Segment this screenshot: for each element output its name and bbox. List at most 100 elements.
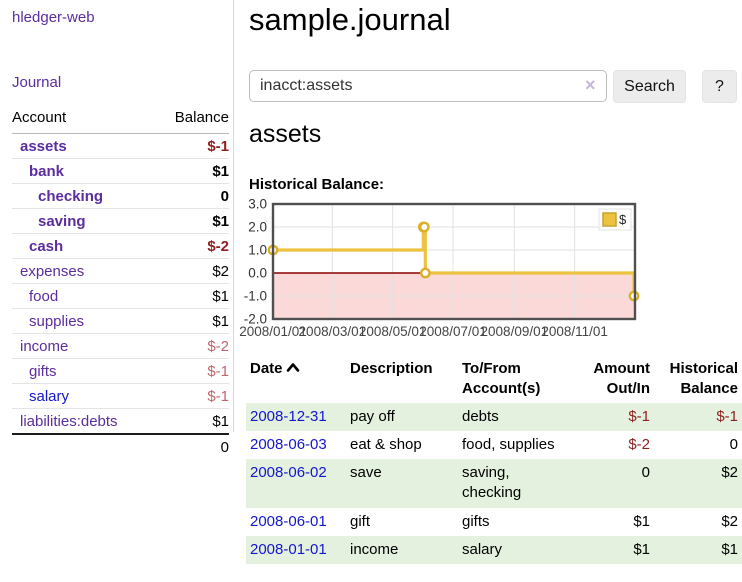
sidebar-account-salary[interactable]: salary xyxy=(29,387,70,405)
account-row: checking 0 xyxy=(12,183,229,209)
transaction-amount: 0 xyxy=(641,464,650,481)
page-title: sample.journal xyxy=(249,2,451,37)
account-balance: $1 xyxy=(155,208,229,234)
transaction-accounts: saving, checking xyxy=(462,464,522,502)
svg-text:2008/09/01: 2008/09/01 xyxy=(481,324,549,339)
transaction-date-link[interactable]: 2008-06-01 xyxy=(250,512,327,530)
svg-text:3.0: 3.0 xyxy=(248,197,267,212)
accounts-table: Account Balance assets $-1 bank $1 checking 0… xyxy=(12,105,229,460)
transaction-date-link[interactable]: 2008-01-01 xyxy=(250,540,327,558)
transaction-balance: $2 xyxy=(721,512,738,530)
register-header-balance: Historical Balance xyxy=(669,360,738,398)
transaction-description: save xyxy=(350,464,382,481)
svg-text:2008/01/01: 2008/01/01 xyxy=(239,324,307,339)
chart-label: Historical Balance: xyxy=(249,176,385,193)
sidebar-account-food[interactable]: food xyxy=(29,287,59,305)
account-row: expenses $2 xyxy=(12,258,229,284)
account-balance: $-1 xyxy=(155,133,229,159)
sidebar-account-supplies[interactable]: supplies xyxy=(29,312,85,330)
transaction-date-link[interactable]: 2008-06-03 xyxy=(250,435,327,453)
app-brand-link[interactable]: hledger-web xyxy=(12,9,95,26)
transaction-accounts: food, supplies xyxy=(462,435,555,453)
register-table: Date Description To/From Account(s) Amou… xyxy=(246,356,742,564)
sidebar-account-saving[interactable]: saving xyxy=(38,212,86,230)
svg-text:2008/05/01: 2008/05/01 xyxy=(359,324,427,339)
transaction-balance: $-1 xyxy=(716,407,738,425)
transaction-amount: $1 xyxy=(633,540,650,558)
sidebar-account-cash[interactable]: cash xyxy=(29,237,64,255)
account-row: supplies $1 xyxy=(12,308,229,334)
transaction-accounts: salary xyxy=(462,540,503,558)
accounts-header-account: Account xyxy=(12,105,156,134)
transaction-accounts: debts xyxy=(462,407,499,425)
sidebar-account-expenses[interactable]: expenses xyxy=(20,262,85,280)
search-button[interactable]: Search xyxy=(613,70,686,103)
account-title: assets xyxy=(249,120,322,148)
transaction-amount: $1 xyxy=(633,512,650,530)
svg-text:-1.0: -1.0 xyxy=(244,289,267,304)
account-balance: $1 xyxy=(155,158,229,184)
transaction-accounts: gifts xyxy=(462,512,490,530)
transaction-balance: 0 xyxy=(729,435,738,453)
sidebar-divider xyxy=(233,0,234,432)
transaction-date-link[interactable]: 2008-12-31 xyxy=(250,407,327,425)
balance-chart: 3.0 2.0 1.0 0.0 -1.0 -2.0 2008/01/01 2008/03/01… xyxy=(239,197,742,353)
transaction-description: pay off xyxy=(350,407,395,425)
account-balance: $-1 xyxy=(155,383,229,409)
account-balance: $-2 xyxy=(155,233,229,259)
main-content: sample.journal × Search ? assets Histori… xyxy=(239,0,742,582)
account-balance: $1 xyxy=(155,408,229,435)
transaction-description: gift xyxy=(350,512,371,530)
svg-text:$: $ xyxy=(619,212,627,227)
account-row: cash $-2 xyxy=(12,233,229,259)
account-balance: $-2 xyxy=(155,333,229,359)
svg-text:2008/07/01: 2008/07/01 xyxy=(419,324,487,339)
nav-journal-link[interactable]: Journal xyxy=(12,74,62,91)
account-row: liabilities:debts $1 xyxy=(12,408,229,435)
transaction-amount: $-2 xyxy=(628,435,650,453)
search-input[interactable] xyxy=(249,70,607,102)
register-header-description: Description xyxy=(350,360,433,377)
sort-ascending-icon xyxy=(286,359,300,379)
sidebar-account-checking[interactable]: checking xyxy=(38,187,104,205)
account-row: food $1 xyxy=(12,283,229,309)
help-button[interactable]: ? xyxy=(702,70,737,103)
sidebar-account-income[interactable]: income xyxy=(20,337,69,355)
account-balance: $1 xyxy=(155,283,229,309)
svg-text:2.0: 2.0 xyxy=(248,220,267,235)
svg-text:0.0: 0.0 xyxy=(248,266,267,281)
register-header-accounts: To/From Account(s) xyxy=(462,360,541,398)
accounts-total-row: 0 xyxy=(12,433,229,460)
svg-text:1.0: 1.0 xyxy=(248,243,267,258)
sidebar-account-bank[interactable]: bank xyxy=(29,162,65,180)
transaction-balance: $2 xyxy=(721,464,738,481)
transaction-balance: $1 xyxy=(721,540,738,558)
sidebar-account-liabilities-debts[interactable]: liabilities:debts xyxy=(20,412,118,430)
svg-text:2008/03/01: 2008/03/01 xyxy=(299,324,367,339)
sidebar-account-assets[interactable]: assets xyxy=(20,137,67,155)
transaction-date-link[interactable]: 2008-06-02 xyxy=(250,464,327,481)
account-row: saving $1 xyxy=(12,208,229,234)
sidebar-account-gifts[interactable]: gifts xyxy=(29,362,57,380)
account-balance: $1 xyxy=(155,308,229,334)
accounts-header-balance: Balance xyxy=(155,105,229,134)
transaction-description: income xyxy=(350,540,399,558)
account-row: assets $-1 xyxy=(12,133,229,159)
register-header-amount: Amount Out/In xyxy=(593,360,650,398)
accounts-total-value: 0 xyxy=(155,433,229,460)
register-row: 2008-06-02 save saving, checking 0 $2 xyxy=(246,459,742,508)
account-row: gifts $-1 xyxy=(12,358,229,384)
svg-text:2008/11/01: 2008/11/01 xyxy=(541,324,608,339)
register-header-date[interactable]: Date xyxy=(246,356,346,403)
register-row: 2008-01-01 income salary $1 $1 xyxy=(246,535,742,564)
sidebar: hledger-web Journal Account Balance asse… xyxy=(0,0,233,460)
clear-search-icon[interactable]: × xyxy=(585,75,596,95)
svg-text:-2.0: -2.0 xyxy=(244,312,267,327)
transaction-amount: $-1 xyxy=(628,407,650,425)
transaction-description: eat & shop xyxy=(350,435,422,453)
account-balance: $2 xyxy=(155,258,229,284)
account-row: income $-2 xyxy=(12,333,229,359)
account-balance: $-1 xyxy=(155,358,229,384)
account-balance: 0 xyxy=(155,183,229,209)
register-row: 2008-12-31 pay off debts $-1 $-1 xyxy=(246,402,742,431)
